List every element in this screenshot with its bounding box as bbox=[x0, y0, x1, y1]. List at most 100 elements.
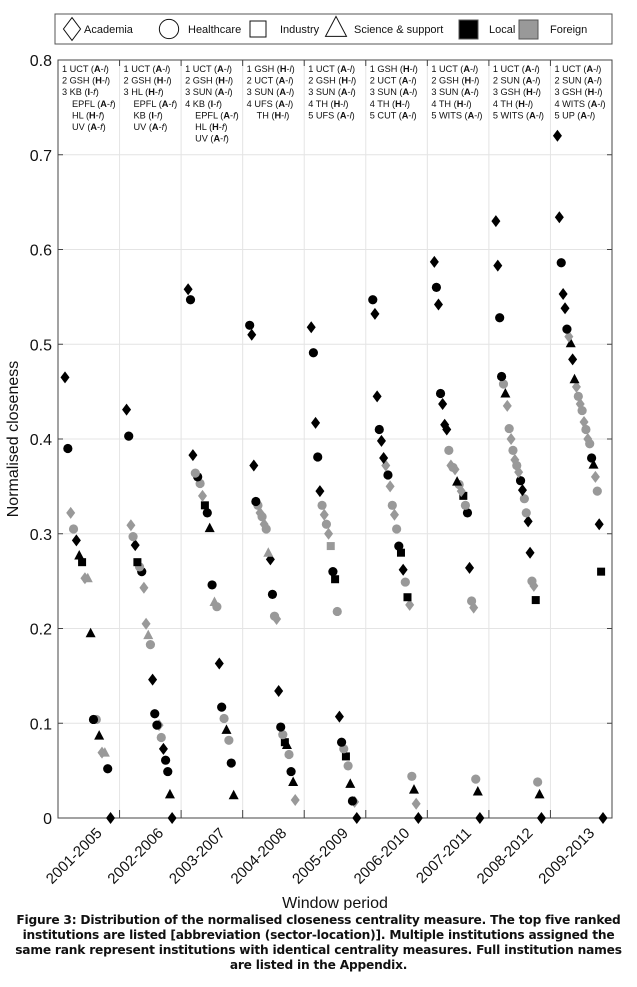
entry-close: ) bbox=[229, 64, 232, 74]
healthcare-local-point bbox=[313, 452, 323, 462]
industry-foreign-point bbox=[326, 542, 335, 551]
entry-sector: A bbox=[90, 122, 97, 132]
x-tick-label: 2005-2009 bbox=[289, 825, 352, 888]
healthcare-foreign-point bbox=[521, 508, 531, 518]
entry-location: l bbox=[539, 110, 542, 120]
healthcare-foreign-point bbox=[284, 749, 294, 760]
healthcare-local-point bbox=[152, 720, 162, 730]
y-tick-label: 0.5 bbox=[30, 337, 52, 354]
healthcare-foreign-point bbox=[581, 424, 591, 435]
entry-rank-abbr: 5 UP ( bbox=[554, 110, 580, 120]
window-2001-2005 bbox=[60, 371, 116, 824]
entry-location: l bbox=[597, 87, 600, 97]
entry-sector: A bbox=[525, 64, 532, 74]
entry-sector: H bbox=[148, 87, 155, 97]
entry-location: f bbox=[157, 110, 161, 120]
entry-rank-abbr: TH ( bbox=[257, 110, 275, 120]
entry-location: l bbox=[166, 76, 169, 86]
academia-local-point bbox=[148, 673, 158, 686]
y-axis-label: Normalised closeness bbox=[5, 361, 22, 518]
industry-local-point bbox=[403, 593, 412, 602]
academia-foreign-point bbox=[197, 489, 207, 502]
healthcare-local-point bbox=[383, 470, 393, 480]
healthcare-foreign-point bbox=[156, 732, 166, 743]
healthcare-local-point bbox=[63, 443, 73, 454]
industry-local-point bbox=[133, 558, 142, 567]
legend-label: Healthcare bbox=[188, 24, 241, 36]
entry-location: l bbox=[284, 110, 287, 120]
entry-close: ) bbox=[414, 110, 417, 120]
entry-location: l bbox=[228, 87, 231, 97]
entry-location: l bbox=[477, 110, 480, 120]
entry-dash: - bbox=[408, 76, 411, 86]
entry-close: ) bbox=[290, 76, 293, 86]
y-tick-label: 0.8 bbox=[30, 53, 52, 70]
academia-foreign-point bbox=[446, 459, 456, 472]
healthcare-foreign-point bbox=[278, 730, 288, 740]
entry-close: ) bbox=[592, 110, 595, 120]
entry-location: l bbox=[596, 64, 599, 74]
entry-close: ) bbox=[226, 134, 229, 144]
healthcare-foreign-point bbox=[343, 761, 353, 771]
academia-local-point bbox=[568, 353, 578, 366]
entry-close: ) bbox=[352, 64, 355, 74]
entry-sector: A bbox=[278, 99, 285, 109]
entry-rank-abbr: 1 GSH ( bbox=[370, 64, 403, 74]
legend-marker-academia bbox=[62, 16, 82, 42]
entry-close: ) bbox=[541, 110, 544, 120]
top-ranked-entry: 5 WITS (A-l) bbox=[431, 110, 482, 120]
x-tick-label: 2008-2012 bbox=[474, 825, 537, 888]
academia-local-point bbox=[438, 397, 448, 410]
top-ranked-entry: 1 UCT (A-l) bbox=[308, 64, 355, 74]
entry-close: ) bbox=[353, 87, 356, 97]
healthcare-local-point bbox=[374, 424, 384, 435]
entry-location: l bbox=[104, 64, 107, 74]
entry-sector: A bbox=[223, 110, 230, 120]
academia-foreign-point bbox=[80, 572, 90, 585]
healthcare-foreign-point bbox=[407, 771, 417, 781]
healthcare-local-point bbox=[251, 496, 261, 507]
science-support-local-point bbox=[74, 550, 85, 560]
entry-dash: - bbox=[347, 110, 350, 120]
entry-dash: - bbox=[225, 76, 228, 86]
academia-local-point bbox=[188, 449, 198, 462]
entry-location: f bbox=[100, 122, 104, 132]
entry-sector: A bbox=[580, 110, 587, 120]
healthcare-local-point bbox=[163, 766, 173, 777]
entry-sector: A bbox=[340, 64, 347, 74]
entry-dash: - bbox=[286, 87, 289, 97]
entry-close: ) bbox=[103, 122, 106, 132]
top-ranked-entry: 4 TH (H-l) bbox=[493, 99, 533, 109]
entry-location: l bbox=[412, 87, 415, 97]
entry-location: f bbox=[110, 99, 114, 109]
y-tick-label: 0.1 bbox=[30, 716, 52, 733]
academia-local-point bbox=[214, 657, 224, 670]
healthcare-foreign-point bbox=[392, 524, 402, 534]
healthcare-foreign-point bbox=[467, 596, 477, 606]
entry-close: ) bbox=[479, 110, 482, 120]
entry-close: ) bbox=[160, 110, 163, 120]
entry-dash: - bbox=[525, 99, 528, 109]
top-ranked-entry: KB (I-f) bbox=[134, 110, 163, 120]
entry-location: l bbox=[535, 64, 538, 74]
academia-foreign-point bbox=[324, 527, 334, 540]
healthcare-foreign-point bbox=[533, 777, 543, 787]
academia-foreign-point bbox=[97, 746, 107, 759]
academia-foreign-point bbox=[385, 480, 395, 493]
healthcare-local-point bbox=[431, 282, 442, 292]
entry-sector: H bbox=[518, 99, 525, 109]
healthcare-local-point bbox=[435, 388, 446, 399]
window-2006-2010 bbox=[368, 295, 423, 824]
entry-sector: A bbox=[402, 76, 409, 86]
entry-dash: - bbox=[597, 99, 600, 109]
healthcare-foreign-point bbox=[573, 391, 583, 401]
top-ranked-entry: 5 CUT (A-l) bbox=[370, 110, 417, 120]
healthcare-local-point bbox=[368, 295, 378, 305]
entry-dash: - bbox=[532, 76, 535, 86]
top-ranked-entry: 3 SUN (A-l) bbox=[185, 87, 233, 97]
top-ranked-entry: EPFL (A-f) bbox=[195, 110, 239, 120]
entry-rank-abbr: 2 UCT ( bbox=[247, 76, 279, 86]
healthcare-foreign-point bbox=[504, 423, 514, 434]
legend-label: Science & support bbox=[354, 24, 443, 36]
healthcare-foreign-point bbox=[471, 774, 481, 784]
